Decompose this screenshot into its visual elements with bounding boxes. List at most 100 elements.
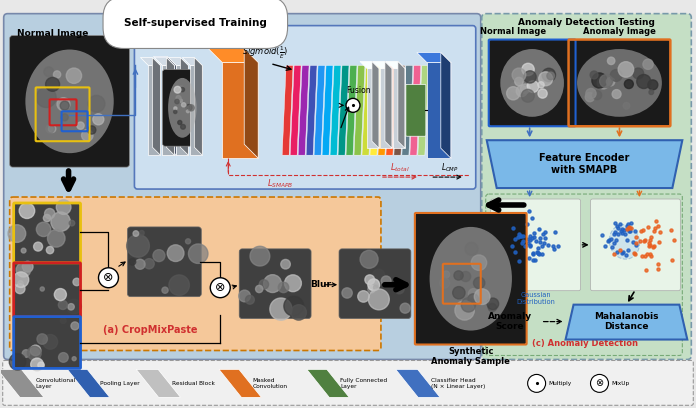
Text: Masked
Convolution: Masked Convolution <box>252 378 287 389</box>
Text: (c) Anomaly Detection: (c) Anomaly Detection <box>532 339 638 348</box>
FancyBboxPatch shape <box>489 40 576 126</box>
Point <box>609 220 620 226</box>
Circle shape <box>365 275 374 284</box>
FancyBboxPatch shape <box>162 69 203 146</box>
Text: Residual Block: Residual Block <box>173 381 215 386</box>
Point <box>611 223 622 230</box>
Circle shape <box>174 86 181 93</box>
Point <box>610 228 621 235</box>
Circle shape <box>515 77 523 86</box>
Polygon shape <box>360 62 379 69</box>
Polygon shape <box>219 369 262 397</box>
Text: Anomaly Detection Testing: Anomaly Detection Testing <box>518 18 655 27</box>
Text: Convolutional
Layer: Convolutional Layer <box>35 378 76 389</box>
Circle shape <box>643 59 653 69</box>
Polygon shape <box>307 369 349 397</box>
Point <box>626 220 637 226</box>
Circle shape <box>278 282 289 293</box>
Point <box>640 237 651 243</box>
Circle shape <box>38 362 45 368</box>
Circle shape <box>259 280 269 289</box>
Text: ⊗: ⊗ <box>103 271 113 284</box>
Point <box>528 250 539 256</box>
Circle shape <box>93 114 104 125</box>
Circle shape <box>40 287 45 291</box>
Circle shape <box>471 255 487 271</box>
Polygon shape <box>162 65 176 155</box>
Point <box>619 231 630 238</box>
Circle shape <box>648 80 658 90</box>
Circle shape <box>15 284 25 294</box>
Circle shape <box>586 89 596 99</box>
Circle shape <box>73 278 81 286</box>
Ellipse shape <box>500 49 564 117</box>
Point <box>622 247 633 253</box>
Circle shape <box>30 345 41 356</box>
Point <box>518 238 529 244</box>
Text: Pooling Layer: Pooling Layer <box>100 381 140 386</box>
Point <box>651 218 662 225</box>
Circle shape <box>177 120 182 124</box>
Circle shape <box>49 125 56 133</box>
Point <box>668 237 679 244</box>
Circle shape <box>135 259 145 269</box>
Circle shape <box>66 68 81 83</box>
Circle shape <box>61 317 66 324</box>
Circle shape <box>264 275 281 293</box>
Circle shape <box>360 251 378 268</box>
Point <box>536 242 547 249</box>
Polygon shape <box>393 69 405 148</box>
Point <box>509 248 521 255</box>
Point <box>648 243 659 249</box>
Point <box>624 224 635 231</box>
Point <box>655 228 666 235</box>
Circle shape <box>167 245 184 262</box>
Circle shape <box>239 290 251 302</box>
Point <box>624 227 635 234</box>
Circle shape <box>179 86 184 90</box>
Circle shape <box>280 259 290 269</box>
Ellipse shape <box>168 78 196 138</box>
Circle shape <box>285 275 301 292</box>
Point <box>616 228 627 234</box>
Circle shape <box>22 262 33 272</box>
Circle shape <box>452 286 465 299</box>
Circle shape <box>542 68 555 82</box>
Text: Fully Connected
Layer: Fully Connected Layer <box>340 378 387 389</box>
Polygon shape <box>396 369 440 397</box>
Point <box>603 237 615 243</box>
Polygon shape <box>487 140 682 188</box>
Point <box>652 223 663 230</box>
Circle shape <box>19 203 35 219</box>
Circle shape <box>57 98 70 111</box>
Point <box>516 233 527 239</box>
Circle shape <box>54 71 61 78</box>
Circle shape <box>488 304 496 312</box>
Polygon shape <box>136 369 180 397</box>
Text: $\mathit{Sigmoid}(\frac{1}{E})$: $\mathit{Sigmoid}(\frac{1}{E})$ <box>242 44 288 61</box>
Circle shape <box>538 82 544 88</box>
Polygon shape <box>441 53 451 158</box>
Point <box>533 225 544 232</box>
Polygon shape <box>141 58 160 65</box>
Polygon shape <box>167 56 176 155</box>
Point <box>614 247 625 253</box>
Polygon shape <box>330 65 341 155</box>
Point <box>534 239 545 245</box>
Point <box>532 245 544 251</box>
Circle shape <box>8 225 26 242</box>
FancyBboxPatch shape <box>239 249 311 319</box>
Point <box>509 236 520 242</box>
Circle shape <box>528 375 546 392</box>
Circle shape <box>58 353 68 362</box>
Text: Gaussian
Distribution: Gaussian Distribution <box>516 292 555 305</box>
FancyBboxPatch shape <box>10 197 381 350</box>
Circle shape <box>461 271 470 282</box>
Point <box>543 242 554 248</box>
Text: Multiply: Multiply <box>548 381 572 386</box>
Polygon shape <box>322 65 333 155</box>
Circle shape <box>43 215 51 222</box>
Text: $\mathit{L}_{SMAPB}$: $\mathit{L}_{SMAPB}$ <box>267 177 294 190</box>
Point <box>552 243 563 249</box>
Polygon shape <box>208 49 258 62</box>
